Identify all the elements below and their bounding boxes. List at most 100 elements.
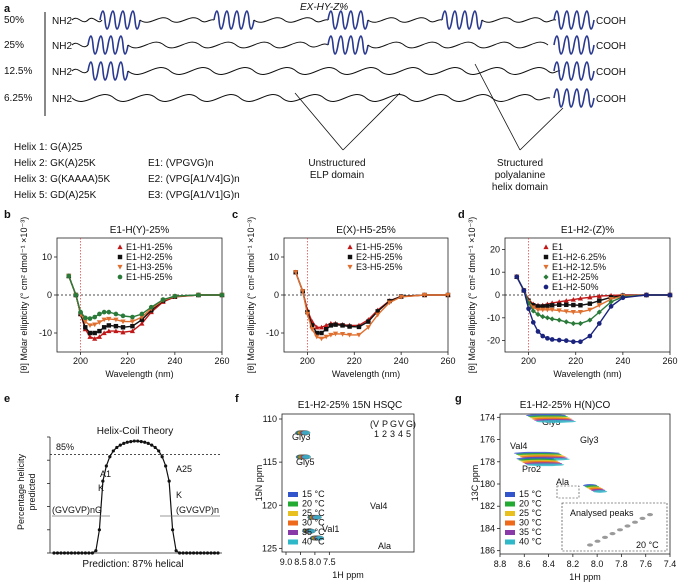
data-point xyxy=(556,308,562,314)
inset-peak xyxy=(632,520,638,524)
panel-f-letter: f xyxy=(235,393,239,405)
data-point xyxy=(120,325,126,330)
helix-def-5: Helix 5: GD(A)25K xyxy=(14,190,97,201)
inset-peak xyxy=(617,528,623,532)
panel-a-letter: a xyxy=(4,3,11,15)
legend-label: E1-H2-25% xyxy=(552,272,599,282)
nh2-label-25: NH2 xyxy=(52,41,72,52)
temp-swatch xyxy=(288,530,298,535)
data-point xyxy=(549,303,555,308)
temp-label: 15 °C xyxy=(519,489,542,499)
data-point xyxy=(356,324,362,330)
temp-swatch xyxy=(505,539,515,545)
data-point xyxy=(92,336,98,341)
y-tick-label: -10 xyxy=(487,313,500,323)
data-point xyxy=(340,323,345,328)
nh2-label-12: NH2 xyxy=(52,67,72,78)
data-point xyxy=(83,325,88,330)
panel-c-title: E(X)-H5-25% xyxy=(336,225,396,236)
data-point xyxy=(113,323,119,329)
inset-title: Analysed peaks xyxy=(570,508,634,518)
construct-row-12: 12.5% NH2 COOH xyxy=(4,61,626,81)
helix-def-2: Helix 2: GK(A)25K xyxy=(14,158,96,169)
data-point xyxy=(323,334,329,340)
residue-key: (V P G V G) 1 2 3 4 5 xyxy=(370,419,416,439)
series-line-E1-H2-50% xyxy=(516,276,670,343)
data-point xyxy=(82,315,88,321)
data-point xyxy=(557,302,562,308)
helicity-point xyxy=(122,441,126,445)
y-tick-label: -10 xyxy=(266,328,279,338)
data-point xyxy=(339,332,346,337)
data-point xyxy=(92,314,98,320)
helicity-point xyxy=(129,440,133,444)
series-line-E1-H5-25% xyxy=(68,275,222,320)
legend-label: E1-H2-6.25% xyxy=(552,252,606,262)
temp-label: 40 °C xyxy=(519,537,542,547)
data-point xyxy=(521,288,527,293)
x-tick-label: 8.6 xyxy=(518,559,531,569)
x-tick-label: 7.6 xyxy=(639,559,652,569)
data-point xyxy=(596,321,602,326)
data-point xyxy=(101,317,107,323)
data-point xyxy=(96,320,103,325)
legend-marker xyxy=(347,244,353,250)
data-point xyxy=(587,333,593,339)
data-point xyxy=(106,323,112,328)
helicity-curve xyxy=(54,440,218,554)
x-tick-label: 220 xyxy=(347,356,362,366)
helicity-point xyxy=(150,443,154,447)
data-point xyxy=(531,303,536,308)
data-point xyxy=(549,337,555,342)
data-point xyxy=(549,316,555,322)
data-point xyxy=(570,320,576,327)
data-point xyxy=(644,292,649,298)
helicity-point xyxy=(188,551,192,555)
helicity-point xyxy=(139,440,143,444)
helicity-point xyxy=(209,551,213,555)
x-tick-label: 200 xyxy=(300,356,315,366)
helicity-point xyxy=(90,551,94,555)
data-point xyxy=(540,307,546,313)
data-point xyxy=(314,334,320,340)
domain-callout-lines xyxy=(294,63,564,151)
helicity-point xyxy=(73,551,77,555)
pct-label-12: 12.5% xyxy=(4,66,32,77)
data-point xyxy=(530,305,536,311)
y-tick-label: 182 xyxy=(480,501,495,511)
legend-label: E1-H5-25% xyxy=(126,272,173,282)
helicity-point xyxy=(178,551,182,555)
data-point xyxy=(596,309,602,315)
data-point xyxy=(293,270,299,275)
hsqc-peak xyxy=(301,454,311,460)
temp-label: 25 °C xyxy=(302,508,325,518)
helicity-point xyxy=(195,551,199,555)
data-point xyxy=(332,331,339,337)
data-point xyxy=(101,330,107,336)
y-tick-label: 176 xyxy=(480,435,495,445)
data-point xyxy=(587,294,593,300)
legend-label: E1-H3-25% xyxy=(126,262,173,272)
data-point xyxy=(597,298,602,303)
panel-b-title: E1-H(Y)-25% xyxy=(110,225,170,236)
data-point xyxy=(328,332,334,338)
helicity-point xyxy=(118,443,122,447)
data-point xyxy=(356,332,362,338)
temp-label: 40 °C xyxy=(302,537,325,547)
legend-marker xyxy=(347,254,353,260)
inset-temp: 20 °C xyxy=(636,540,659,550)
y-tick-label: 186 xyxy=(480,546,495,556)
residue-g3: G xyxy=(390,419,397,429)
data-point xyxy=(571,339,576,345)
cooh-label-25: COOH xyxy=(596,41,626,52)
data-point xyxy=(577,295,584,301)
cooh-label-6: COOH xyxy=(596,94,626,105)
x-tick-label: 8.8 xyxy=(494,559,507,569)
data-point xyxy=(318,336,325,342)
data-point xyxy=(535,304,541,309)
temp-swatch xyxy=(505,520,515,526)
data-point xyxy=(139,317,145,322)
data-point xyxy=(73,292,79,298)
x-tick-label: 7.5 xyxy=(323,557,336,567)
